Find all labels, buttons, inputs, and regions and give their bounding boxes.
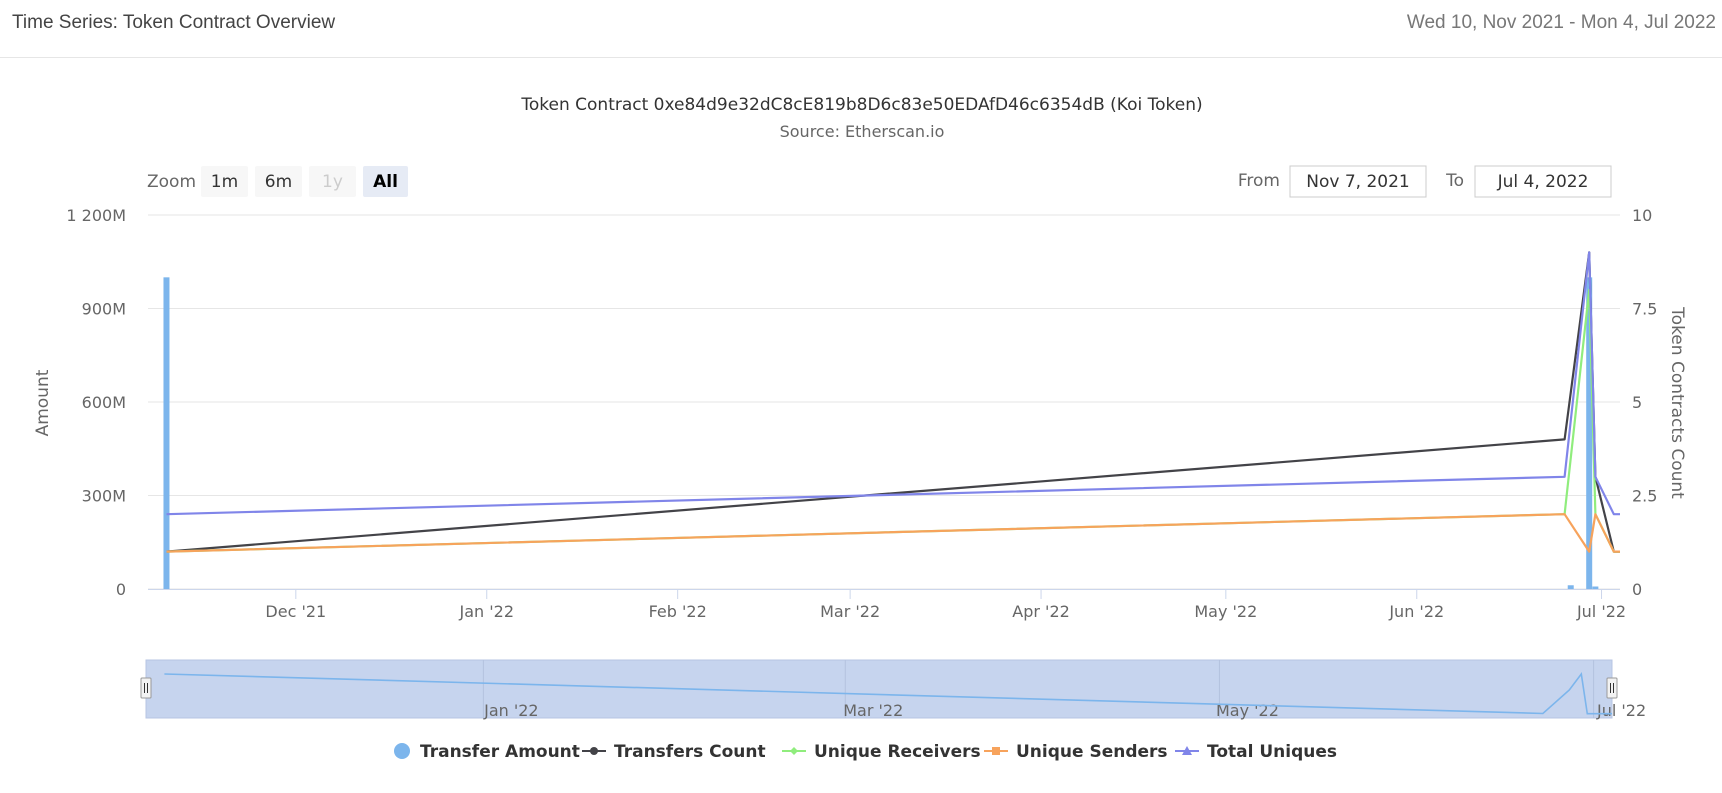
to-date-value: Jul 4, 2022 <box>1497 172 1589 192</box>
legend-item-unique-senders[interactable]: Unique Senders <box>984 742 1168 762</box>
chart-subtitle: Source: Etherscan.io <box>780 122 945 141</box>
navigator-tick-label: Mar '22 <box>843 701 903 720</box>
zoom-button-label: All <box>373 172 398 192</box>
legend-marker <box>992 747 1000 755</box>
zoom-button-1m[interactable]: 1m <box>201 166 248 197</box>
legend-label: Transfers Count <box>614 742 766 762</box>
zoom-button-label: 6m <box>265 172 292 192</box>
y-right-tick-label: 7.5 <box>1632 300 1657 319</box>
legend-label: Unique Receivers <box>814 742 981 762</box>
legend-item-total-uniques[interactable]: Total Uniques <box>1175 742 1337 762</box>
chart-legend: Transfer Amount Transfers Count Unique Rec… <box>394 742 1337 762</box>
zoom-button-6m[interactable]: 6m <box>255 166 302 197</box>
x-tick-label: Dec '21 <box>265 602 326 621</box>
zoom-button-label: 1m <box>211 172 238 192</box>
x-tick-label: Jan '22 <box>458 602 514 621</box>
y-right-tick-label: 2.5 <box>1632 487 1657 506</box>
y-left-tick-label: 1 200M <box>66 206 126 225</box>
navigator-left-handle[interactable] <box>140 677 152 699</box>
series-line-total-uniques <box>166 251 1620 516</box>
plot-area <box>163 251 1620 589</box>
legend-label: Unique Senders <box>1016 742 1168 762</box>
page-header: Time Series: Token Contract Overview Wed… <box>0 0 1722 58</box>
date-range-label: Wed 10, Nov 2021 - Mon 4, Jul 2022 <box>1406 12 1716 33</box>
handle-body <box>1606 677 1618 699</box>
legend-symbol <box>394 743 410 759</box>
from-label: From <box>1238 171 1280 191</box>
legend-label: Total Uniques <box>1207 742 1337 762</box>
x-tick-label: Apr '22 <box>1012 602 1070 621</box>
from-date-input[interactable]: Nov 7, 2021 <box>1289 165 1427 198</box>
axes: 0 300M 600M 900M 1 200M 0 2.5 5 7.5 10 Dec '21 Jan … <box>66 206 1657 621</box>
y-left-axis-title: Amount <box>33 369 53 436</box>
handle-body <box>140 677 152 699</box>
navigator-tick-label: Jan '22 <box>483 701 539 720</box>
y-right-tick-label: 10 <box>1632 206 1652 225</box>
x-tick-label: Mar '22 <box>820 602 880 621</box>
x-tick-label: Jul '22 <box>1576 602 1626 621</box>
range-selector: Zoom 1m 6m 1y All From Nov 7, 2021 To Ju… <box>147 165 1612 198</box>
y-right-axis-title: Token Contracts Count <box>1667 306 1687 499</box>
y-left-tick-label: 600M <box>82 393 126 412</box>
to-date-input[interactable]: Jul 4, 2022 <box>1474 165 1612 198</box>
zoom-button-all[interactable]: All <box>363 166 408 197</box>
from-date-value: Nov 7, 2021 <box>1306 172 1409 192</box>
series-line-unique-receivers <box>166 288 1620 553</box>
legend-item-transfer-amount[interactable]: Transfer Amount <box>394 742 580 762</box>
page-title: Time Series: Token Contract Overview <box>12 12 336 33</box>
y-left-tick-label: 900M <box>82 300 126 319</box>
zoom-button-label: 1y <box>322 172 343 192</box>
navigator-series-line <box>164 671 1612 715</box>
y-right-tick-label: 0 <box>1632 580 1642 599</box>
x-tick-label: May '22 <box>1194 602 1257 621</box>
navigator-right-handle[interactable] <box>1606 677 1618 699</box>
to-label: To <box>1445 171 1464 191</box>
transfer-amount-bar <box>1586 277 1593 589</box>
navigator-tick-label: Jul '22 <box>1596 701 1646 720</box>
y-left-tick-label: 300M <box>82 487 126 506</box>
transfer-amount-bar <box>163 277 170 589</box>
series-line-unique-senders <box>166 513 1620 553</box>
x-tick-label: Feb '22 <box>649 602 707 621</box>
transfer-amount-bar <box>1592 586 1599 589</box>
legend-marker <box>1182 746 1192 755</box>
legend-marker <box>790 747 798 755</box>
zoom-button-1y[interactable]: 1y <box>309 166 356 197</box>
legend-item-transfers-count[interactable]: Transfers Count <box>582 742 766 762</box>
navigator[interactable]: Jan '22 Mar '22 May '22 Jul '22 <box>140 659 1646 720</box>
y-left-tick-label: 0 <box>116 580 126 599</box>
legend-label: Transfer Amount <box>420 742 580 762</box>
y-right-tick-label: 5 <box>1632 393 1642 412</box>
chart-title: Token Contract 0xe84d9e32dC8cE819b8D6c83… <box>520 95 1202 115</box>
x-tick-label: Jun '22 <box>1388 602 1444 621</box>
zoom-label: Zoom <box>147 172 196 192</box>
legend-marker <box>590 747 598 755</box>
legend-item-unique-receivers[interactable]: Unique Receivers <box>782 742 981 762</box>
transfer-amount-bar <box>1567 585 1574 589</box>
